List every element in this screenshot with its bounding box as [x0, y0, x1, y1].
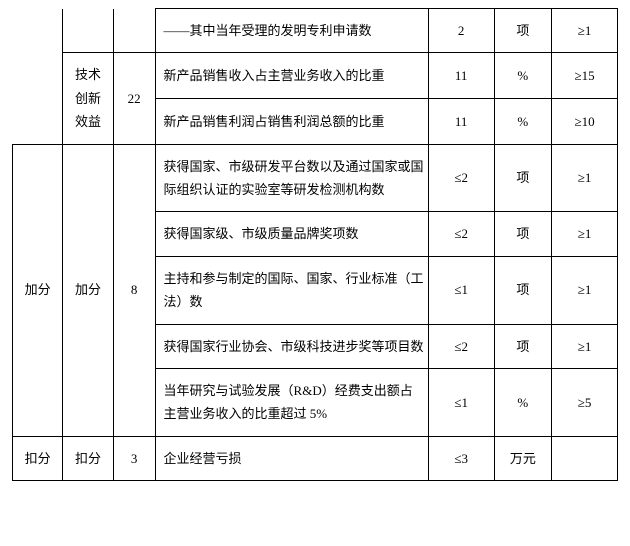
- cell-desc: 获得国家、市级研发平台数以及通过国家或国际组织认证的实验室等研发检测机构数: [155, 144, 428, 212]
- cell-group2: 扣分: [63, 436, 113, 480]
- cell-val: ≤1: [428, 368, 494, 436]
- cell-group1: 加分: [13, 144, 63, 436]
- table-row: 加分 加分 8 获得国家、市级研发平台数以及通过国家或国际组织认证的实验室等研发…: [13, 144, 618, 212]
- table-row: ——其中当年受理的发明专利申请数 2 项 ≥1: [13, 9, 618, 53]
- cell-score: 8: [113, 144, 155, 436]
- cell-desc: ——其中当年受理的发明专利申请数: [155, 9, 428, 53]
- cell-val: ≤2: [428, 212, 494, 256]
- cell-val: ≤2: [428, 144, 494, 212]
- cell-unit: 项: [494, 144, 552, 212]
- cell-desc: 主持和参与制定的国际、国家、行业标准（工法）数: [155, 256, 428, 324]
- cell-std: ≥15: [552, 53, 618, 99]
- cell-std: ≥1: [552, 324, 618, 368]
- cell-std: ≥1: [552, 9, 618, 53]
- cell-group1-cont: [13, 9, 63, 145]
- cell-std: ≥10: [552, 98, 618, 144]
- cell-group2-cont: [63, 9, 113, 53]
- cell-desc: 新产品销售利润占销售利润总额的比重: [155, 98, 428, 144]
- table-row: 扣分 扣分 3 企业经营亏损 ≤3 万元: [13, 436, 618, 480]
- cell-group1: 扣分: [13, 436, 63, 480]
- table-row: 技术创新效益 22 新产品销售收入占主营业务收入的比重 11 % ≥15: [13, 53, 618, 99]
- cell-score-cont: [113, 9, 155, 53]
- cell-unit: %: [494, 53, 552, 99]
- cell-std: ≥1: [552, 212, 618, 256]
- cell-std: ≥1: [552, 256, 618, 324]
- cell-val: ≤3: [428, 436, 494, 480]
- cell-val: 11: [428, 53, 494, 99]
- cell-val: ≤2: [428, 324, 494, 368]
- cell-desc: 获得国家行业协会、市级科技进步奖等项目数: [155, 324, 428, 368]
- cell-group2: 加分: [63, 144, 113, 436]
- cell-val: 11: [428, 98, 494, 144]
- cell-unit: 项: [494, 212, 552, 256]
- cell-std: ≥1: [552, 144, 618, 212]
- cell-score: 22: [113, 53, 155, 144]
- cell-unit: %: [494, 98, 552, 144]
- cell-unit: 项: [494, 256, 552, 324]
- cell-desc: 获得国家级、市级质量品牌奖项数: [155, 212, 428, 256]
- cell-val: ≤1: [428, 256, 494, 324]
- cell-group2: 技术创新效益: [63, 53, 113, 144]
- cell-score: 3: [113, 436, 155, 480]
- cell-unit: 项: [494, 324, 552, 368]
- scoring-table: ——其中当年受理的发明专利申请数 2 项 ≥1 技术创新效益 22 新产品销售收…: [12, 8, 618, 481]
- cell-unit: %: [494, 368, 552, 436]
- cell-val: 2: [428, 9, 494, 53]
- cell-std: [552, 436, 618, 480]
- cell-unit: 项: [494, 9, 552, 53]
- cell-unit: 万元: [494, 436, 552, 480]
- cell-desc: 当年研究与试验发展（R&D）经费支出额占主营业务收入的比重超过 5%: [155, 368, 428, 436]
- cell-std: ≥5: [552, 368, 618, 436]
- cell-desc: 企业经营亏损: [155, 436, 428, 480]
- cell-desc: 新产品销售收入占主营业务收入的比重: [155, 53, 428, 99]
